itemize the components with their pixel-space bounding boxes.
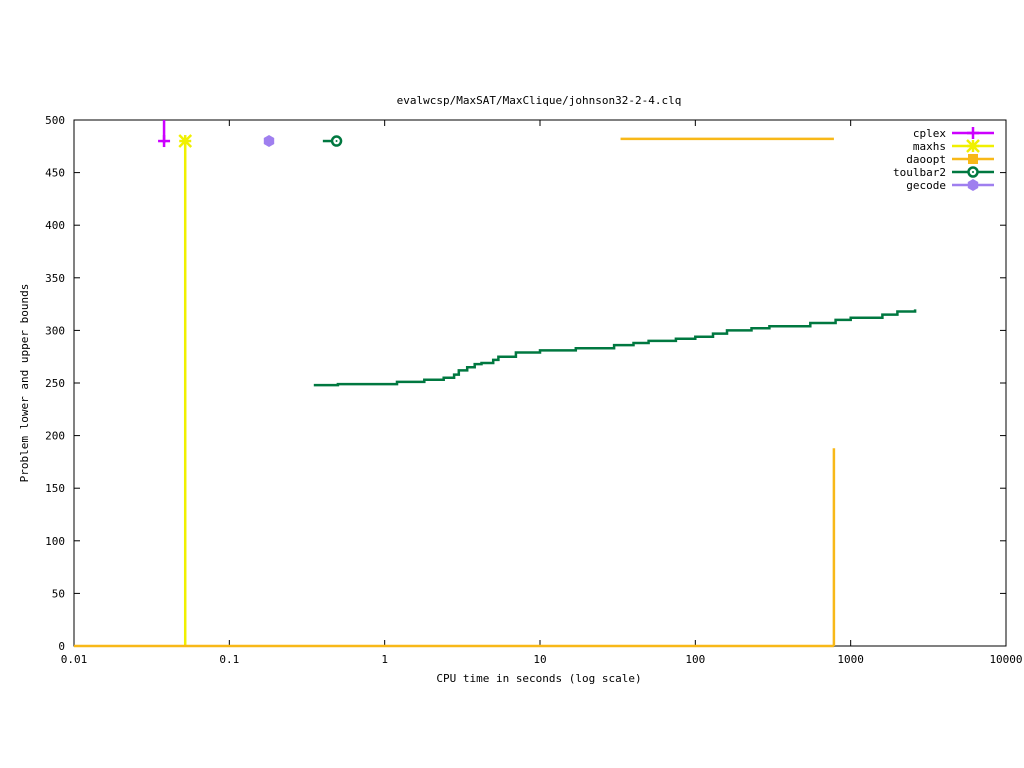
legend-item-toulbar2: toulbar2 (893, 166, 994, 179)
gecode-point (263, 135, 275, 147)
y-tick-label: 350 (45, 272, 65, 285)
x-tick-label: 100 (685, 653, 705, 666)
series-layer (74, 120, 917, 648)
series-gecode (263, 135, 275, 147)
toulbar2-point (330, 135, 343, 147)
x-tick-label: 10000 (989, 653, 1022, 666)
legend-marker (966, 139, 980, 153)
legend-marker (968, 154, 978, 164)
y-tick-label: 150 (45, 482, 65, 495)
legend-label: daoopt (906, 153, 946, 166)
legend-item-maxhs: maxhs (913, 139, 994, 153)
series-toulbar2 (313, 135, 917, 387)
x-tick-label: 10 (533, 653, 546, 666)
x-axis-label: CPU time in seconds (log scale) (436, 672, 641, 685)
axis-ticks: 0.01 0.1 1 10 100 1000 10000 0 50 100 150 200 250 300… (45, 114, 1022, 666)
legend-label: gecode (906, 179, 946, 192)
y-tick-label: 200 (45, 430, 65, 443)
y-tick-label: 300 (45, 324, 65, 337)
y-tick-label: 500 (45, 114, 65, 127)
maxhs-point (178, 134, 193, 148)
legend-item-cplex: cplex (913, 127, 994, 140)
legend-label: cplex (913, 127, 946, 140)
y-tick-label: 0 (58, 640, 65, 653)
legend-marker (967, 179, 979, 191)
series-daoopt (74, 137, 836, 648)
y-axis-label: Problem lower and upper bounds (18, 284, 31, 483)
legend-item-gecode: gecode (906, 179, 994, 192)
legend-item-daoopt: daoopt (906, 153, 994, 166)
y-tick-label: 450 (45, 167, 65, 180)
x-tick-label: 1000 (837, 653, 864, 666)
legend-marker (967, 127, 979, 139)
legend-label: toulbar2 (893, 166, 946, 179)
x-tick-label: 0.01 (61, 653, 88, 666)
series-maxhs (178, 134, 193, 646)
y-tick-label: 100 (45, 535, 65, 548)
legend-label: maxhs (913, 140, 946, 153)
legend-marker (967, 166, 979, 178)
x-tick-label: 0.1 (219, 653, 239, 666)
y-tick-label: 50 (52, 587, 65, 600)
x-tick-label: 1 (381, 653, 388, 666)
y-tick-label: 250 (45, 377, 65, 390)
plot-frame (73, 119, 1007, 647)
chart-title: evalwcsp/MaxSAT/MaxClique/johnson32-2-4.… (397, 94, 682, 107)
toulbar2-lower-bound-step-line (313, 309, 917, 387)
y-tick-label: 400 (45, 219, 65, 232)
cplex-point (158, 135, 171, 148)
series-cplex (158, 120, 171, 148)
